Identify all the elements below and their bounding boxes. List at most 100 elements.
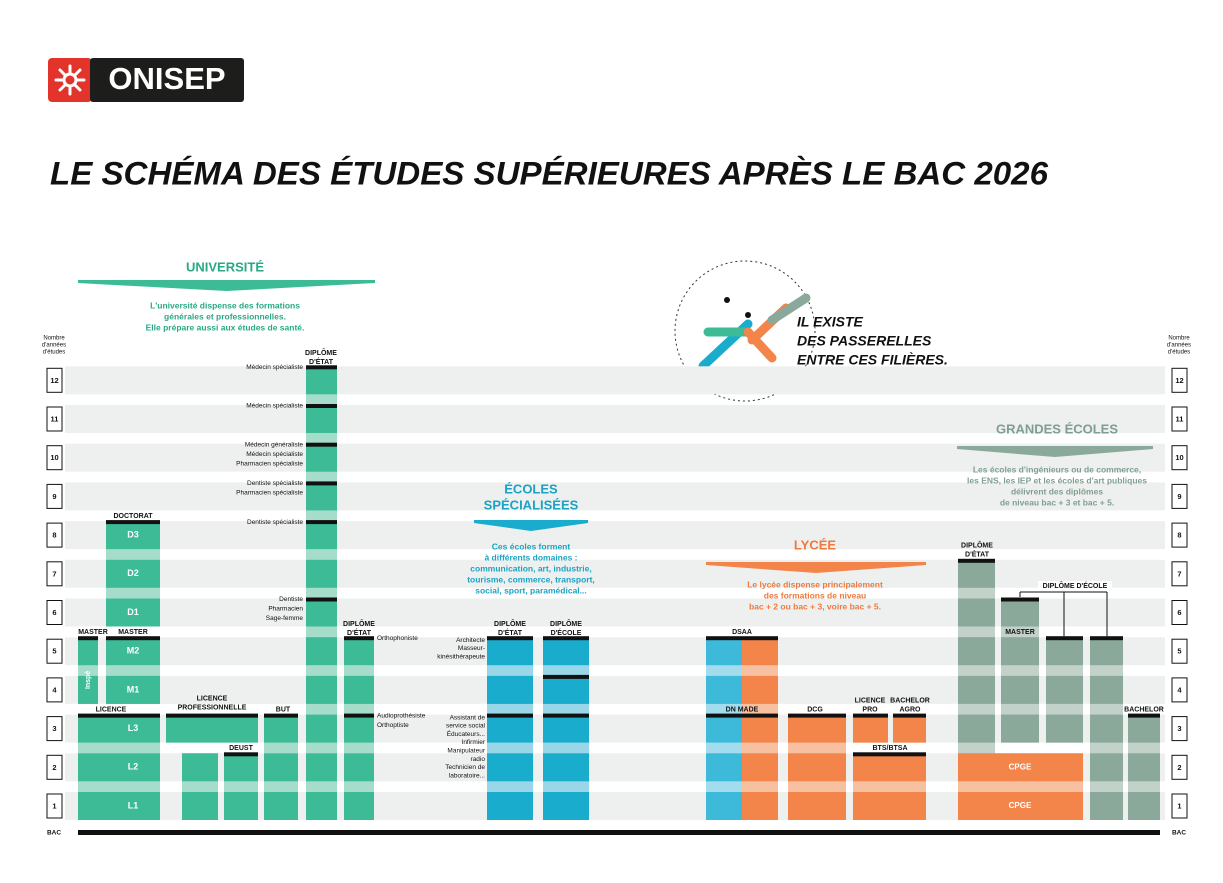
year-cell <box>543 675 589 704</box>
exit-bar <box>1001 597 1039 602</box>
year-number: 1 <box>52 801 56 810</box>
exit-label: Dentiste spécialiste <box>247 480 303 487</box>
year-label: D1 <box>127 607 139 617</box>
year-number: 11 <box>1176 414 1184 423</box>
label: AGRO <box>900 706 922 713</box>
year-cell <box>166 714 258 743</box>
year-box <box>1171 754 1188 780</box>
year-cell <box>543 714 589 743</box>
year-cell <box>224 792 258 820</box>
exit-bar <box>264 713 298 718</box>
year-band <box>65 559 1165 588</box>
label: DN MADE <box>726 706 759 713</box>
passerelles-circle <box>674 260 816 402</box>
label: DEUST <box>229 745 253 752</box>
year-box <box>1171 716 1188 742</box>
exit-label: Audioprothésiste <box>377 712 426 719</box>
year-cell <box>344 792 374 820</box>
label: PRO <box>862 706 878 713</box>
exit-label: Médecin généraliste <box>245 441 304 448</box>
year-cell <box>958 559 995 588</box>
bac-line <box>78 830 1160 835</box>
axis-base: BAC <box>47 830 61 837</box>
exit-label: Dentiste <box>279 596 303 603</box>
year-box <box>46 406 63 432</box>
year-box <box>46 445 63 471</box>
section-text: L'université dispense des formations <box>150 300 300 310</box>
year-number: 6 <box>1177 608 1181 617</box>
year-cell <box>788 792 846 820</box>
label: D'ÉTAT <box>347 628 372 637</box>
exit-label: Dentiste spécialiste <box>247 519 303 526</box>
year-cell <box>487 792 533 820</box>
section-title: LYCÉE <box>794 537 836 552</box>
section-text: délivrent des diplômes <box>1011 486 1103 496</box>
exit-label: kinésithérapeute <box>437 654 485 661</box>
year-number: 9 <box>52 492 56 501</box>
label: BTS/BTSA <box>873 745 908 752</box>
year-box <box>46 716 63 742</box>
year-box <box>46 522 63 548</box>
year-number: 8 <box>1177 531 1181 540</box>
year-cell <box>788 753 846 782</box>
axis-caption: Nombre <box>1168 336 1190 342</box>
section-banner <box>78 280 375 291</box>
exit-label: Médecin spécialiste <box>246 451 303 458</box>
year-cell <box>106 637 160 666</box>
year-cell <box>958 675 995 704</box>
exit-bar <box>893 713 926 718</box>
label: DSAA <box>732 629 752 636</box>
year-cell <box>1001 714 1039 743</box>
label: DIPLÔME <box>550 619 582 628</box>
year-number: 8 <box>52 531 56 540</box>
year-cell <box>742 714 778 743</box>
exit-label: Médecin spécialiste <box>246 364 303 371</box>
label: D'ÉCOLE <box>551 628 582 637</box>
year-cell <box>306 598 337 627</box>
year-cell <box>1128 792 1160 820</box>
exit-label: Infirmier <box>462 739 486 746</box>
exit-bar <box>306 442 337 447</box>
section-text: communication, art, industrie, <box>470 563 591 573</box>
passerelles-icon <box>698 293 811 371</box>
year-cell <box>543 792 589 820</box>
label: DIPLÔME <box>305 348 337 357</box>
section-text: Ces écoles forment <box>492 541 571 551</box>
exit-bar <box>106 636 160 641</box>
year-cell <box>706 792 742 820</box>
year-cell <box>742 792 778 820</box>
section-text: les ENS, les IEP et les écoles d'art pub… <box>967 475 1147 485</box>
exit-label: Pharmacien spécialiste <box>236 460 303 467</box>
year-number: 6 <box>52 608 56 617</box>
label: DIPLÔME <box>343 619 375 628</box>
year-band <box>65 521 1165 550</box>
year-box <box>1171 638 1188 664</box>
year-cell <box>1046 675 1083 704</box>
cpge-label: CPGE <box>1009 762 1032 771</box>
logo-box <box>90 58 244 102</box>
year-cell <box>543 637 589 666</box>
year-label: L1 <box>128 800 139 810</box>
exit-bar <box>1090 636 1123 641</box>
year-cell <box>78 714 160 743</box>
year-number: 5 <box>52 647 56 656</box>
year-number: 1 <box>1177 801 1181 810</box>
axis-caption: Nombre <box>43 336 65 342</box>
year-cell <box>958 792 1083 820</box>
year-cell <box>1090 675 1123 704</box>
year-label: D3 <box>127 529 139 539</box>
label: BACHELOR <box>1124 706 1164 713</box>
exit-label: Pharmacien <box>268 606 303 613</box>
exit-bar <box>788 713 846 718</box>
label: LICENCE <box>855 697 886 704</box>
exit-bar <box>306 365 337 370</box>
page-title: LE SCHÉMA DES ÉTUDES SUPÉRIEURES APRÈS L… <box>50 155 1048 191</box>
section-banner <box>474 520 588 531</box>
exit-label: Architecte <box>456 637 485 644</box>
exit-bar <box>853 752 926 757</box>
exit-bar <box>487 713 533 718</box>
exit-bar <box>306 481 337 486</box>
section-text: de niveau bac + 3 et bac + 5. <box>1000 497 1114 507</box>
